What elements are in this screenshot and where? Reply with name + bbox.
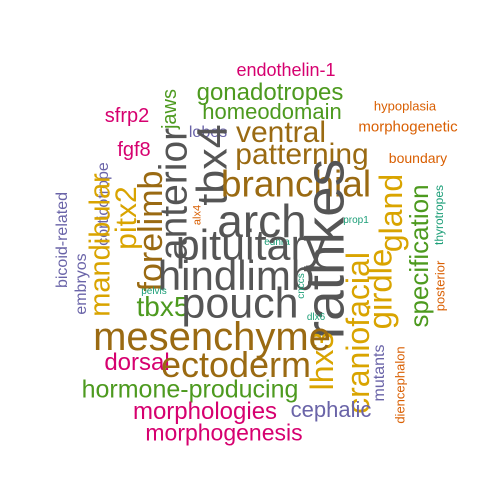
word-mesenchyme: mesenchyme: [93, 315, 331, 359]
word-dorsal: dorsal: [104, 349, 170, 376]
word-ventral: ventral: [235, 116, 327, 149]
word-boundary: boundary: [388, 150, 448, 166]
word-jaws: jaws: [159, 88, 181, 130]
word-lobes: lobes: [188, 124, 228, 141]
word-hypoplasia: hypoplasia: [373, 98, 437, 114]
word-tbx5: tbx5: [136, 291, 190, 322]
word-cephalic: cephalic: [290, 397, 372, 422]
word-ednra: ednra: [264, 237, 290, 248]
word-posterior: posterior: [432, 260, 448, 312]
word-gonadotropes: gonadotropes: [196, 79, 344, 106]
word-bicoid-related: bicoid-related: [54, 191, 71, 289]
word-hormone-producing: hormone-producing: [81, 375, 299, 404]
word-arch: arch: [217, 195, 307, 247]
word-fgf8: fgf8: [117, 139, 151, 161]
word-pituitary: pituitary: [175, 221, 327, 270]
word-mutants: mutants: [371, 344, 388, 402]
word-craniofacial: craniofacial: [340, 252, 376, 414]
word-thyrotropes: thyrotropes: [432, 184, 446, 246]
word-pouch: pouch: [181, 279, 299, 328]
word-diencephalon: diencephalon: [392, 346, 408, 424]
word-specification: specification: [404, 184, 434, 328]
word-gland: gland: [373, 173, 409, 253]
word-ectoderm: ectoderm: [160, 344, 312, 385]
word-embryos: embryos: [73, 253, 90, 315]
word-patterning: patterning: [235, 138, 369, 171]
word-morphogenetic: morphogenetic: [358, 118, 458, 136]
word-homeodomain: homeodomain: [202, 99, 342, 124]
word-morphologies: morphologies: [132, 398, 278, 425]
word-hindlimb: hindlimb: [157, 252, 315, 299]
word-dlx6: dlx6: [306, 312, 326, 323]
word-sfrp2: sfrp2: [104, 105, 150, 127]
word-morphogenesis: morphogenesis: [145, 419, 303, 446]
word-endothelin-1: endothelin-1: [236, 60, 336, 80]
word-branchial: branchial: [220, 163, 372, 205]
word-prop1: prop1: [343, 215, 369, 226]
word-pelvis: pelvis: [141, 286, 167, 297]
